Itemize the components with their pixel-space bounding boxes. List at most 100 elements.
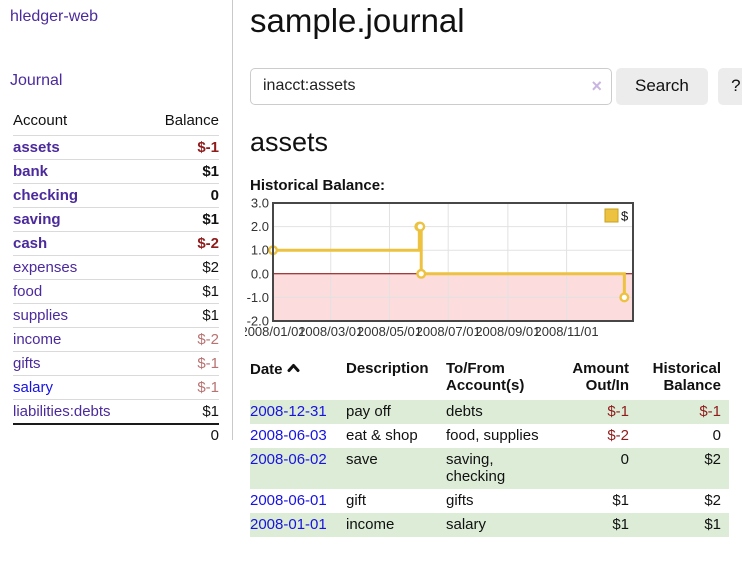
search-input[interactable] <box>250 67 612 105</box>
account-row: supplies $1 <box>13 303 219 328</box>
date-header-label: Date <box>250 360 283 378</box>
account-row: expenses $2 <box>13 255 219 280</box>
help-button[interactable]: ? <box>717 67 742 105</box>
y-tick-label: 0.0 <box>251 266 269 281</box>
accounts-header-balance: Balance <box>164 112 219 129</box>
account-link-expenses[interactable]: expenses <box>13 259 78 276</box>
search-button[interactable]: Search <box>616 67 708 105</box>
transaction-amount: 0 <box>620 450 629 468</box>
account-balance: $1 <box>145 399 219 424</box>
account-balance: $1 <box>145 303 219 328</box>
x-tick-label: 2008/05/01 <box>357 324 422 339</box>
sidebar-item-journal[interactable]: Journal <box>10 72 63 89</box>
transaction-date-link[interactable]: 2008-06-01 <box>250 491 327 509</box>
account-link-saving[interactable]: saving <box>13 211 61 228</box>
account-balance: $1 <box>145 279 219 304</box>
transaction-description: gift <box>346 491 367 509</box>
account-balance: $-2 <box>145 231 219 256</box>
account-link-checking[interactable]: checking <box>13 187 79 204</box>
transaction-date-link[interactable]: 2008-01-01 <box>250 515 327 533</box>
account-link-bank[interactable]: bank <box>13 163 49 180</box>
account-link-liabilities-debts[interactable]: liabilities:debts <box>13 403 111 420</box>
account-row: liabilities:debts $1 <box>13 399 219 424</box>
account-page-title: assets <box>250 126 329 157</box>
account-link-food[interactable]: food <box>13 283 43 300</box>
account-balance: $1 <box>145 159 219 184</box>
register-header-description: Description <box>346 359 429 377</box>
account-link-salary[interactable]: salary <box>13 379 54 396</box>
data-point-marker <box>619 292 630 303</box>
register-row: 2008-06-02 save saving, checking 0 $2 <box>250 447 729 489</box>
transaction-amount: $-2 <box>607 426 629 444</box>
account-balance: $-1 <box>145 135 219 160</box>
chart-title: Historical Balance: <box>250 176 386 194</box>
y-tick-label: 3.0 <box>251 198 269 211</box>
account-link-cash[interactable]: cash <box>13 235 48 252</box>
account-link-supplies[interactable]: supplies <box>13 307 69 324</box>
transaction-date-link[interactable]: 2008-06-03 <box>250 426 327 444</box>
account-balance: $-2 <box>145 327 219 352</box>
register-row: 2008-12-31 pay off debts $-1 $-1 <box>250 399 729 424</box>
transaction-description: eat & shop <box>346 426 418 444</box>
register-header-row: Date Description To/From Account(s) Amou… <box>250 358 729 400</box>
legend-label: $ <box>621 208 629 223</box>
data-point-marker <box>415 221 426 232</box>
accounts-total: 0 <box>145 423 219 447</box>
accounts-header-row: Account Balance <box>13 112 219 136</box>
search-form: × Search ? <box>250 67 742 105</box>
transaction-description: pay off <box>346 402 391 420</box>
account-balance: $2 <box>145 255 219 280</box>
x-tick-label: 2008/07/01 <box>416 324 481 339</box>
register-header-amount: Amount Out/In <box>572 359 629 394</box>
account-row: saving $1 <box>13 207 219 232</box>
register-header-date[interactable]: Date <box>250 358 346 400</box>
y-tick-label: 2.0 <box>251 219 269 234</box>
account-link-assets[interactable]: assets <box>13 139 60 156</box>
account-link-gifts[interactable]: gifts <box>13 355 41 372</box>
data-point-marker <box>416 268 427 279</box>
account-row: income $-2 <box>13 327 219 352</box>
historical-balance-chart: $2008/01/012008/03/012008/05/012008/07/0… <box>245 198 634 339</box>
sidebar: hledger-web Journal Account Balance asse… <box>0 0 233 447</box>
accounts-total-row: 0 <box>13 423 219 447</box>
y-tick-label: 1.0 <box>251 243 269 258</box>
legend-swatch <box>604 208 619 223</box>
transaction-date-link[interactable]: 2008-06-02 <box>250 450 327 468</box>
account-row: gifts $-1 <box>13 351 219 376</box>
account-row: assets $-1 <box>13 135 219 160</box>
x-tick-label: 2008/11/01 <box>535 324 599 339</box>
account-balance: $1 <box>145 207 219 232</box>
account-row: checking 0 <box>13 183 219 208</box>
transaction-description: save <box>346 450 378 468</box>
app-window: hledger-web Journal Account Balance asse… <box>0 0 742 537</box>
y-tick-label: -2.0 <box>247 313 269 328</box>
account-row: cash $-2 <box>13 231 219 256</box>
account-link-income[interactable]: income <box>13 331 62 348</box>
brand-link[interactable]: hledger-web <box>10 8 99 25</box>
register-row: 2008-06-03 eat & shop food, supplies $-2… <box>250 424 729 448</box>
register-row: 2008-06-01 gift gifts $1 $2 <box>250 489 729 513</box>
y-tick-label: -1.0 <box>247 290 269 305</box>
account-row: salary $-1 <box>13 375 219 400</box>
transaction-amount: $1 <box>612 515 629 533</box>
transaction-accounts: salary <box>446 515 487 533</box>
account-balance: $-1 <box>145 375 219 400</box>
transaction-balance: 0 <box>712 426 721 444</box>
accounts-header-account: Account <box>13 112 68 129</box>
transaction-date-link[interactable]: 2008-12-31 <box>250 402 327 420</box>
account-row: food $1 <box>13 279 219 304</box>
transaction-description: income <box>346 515 395 533</box>
transaction-accounts: gifts <box>446 491 474 509</box>
transaction-accounts: food, supplies <box>446 426 539 444</box>
main-content: sample.journal × Search ? assets Histori… <box>233 0 742 537</box>
transaction-amount: $-1 <box>607 402 629 420</box>
account-balance: 0 <box>145 183 219 208</box>
transaction-accounts: debts <box>446 402 483 420</box>
x-tick-label: 2008/01/01 <box>245 324 306 339</box>
transaction-balance: $1 <box>704 515 721 533</box>
register-header-accounts: To/From Account(s) <box>446 359 525 394</box>
transaction-amount: $1 <box>612 491 629 509</box>
register-row: 2008-01-01 income salary $1 $1 <box>250 512 729 537</box>
clear-search-icon[interactable]: × <box>591 75 602 96</box>
x-tick-label: 2008/09/01 <box>475 324 540 339</box>
